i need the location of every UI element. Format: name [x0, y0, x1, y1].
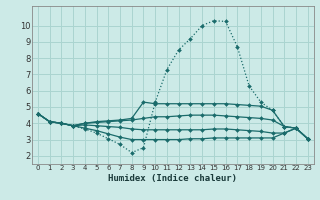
X-axis label: Humidex (Indice chaleur): Humidex (Indice chaleur) [108, 174, 237, 183]
